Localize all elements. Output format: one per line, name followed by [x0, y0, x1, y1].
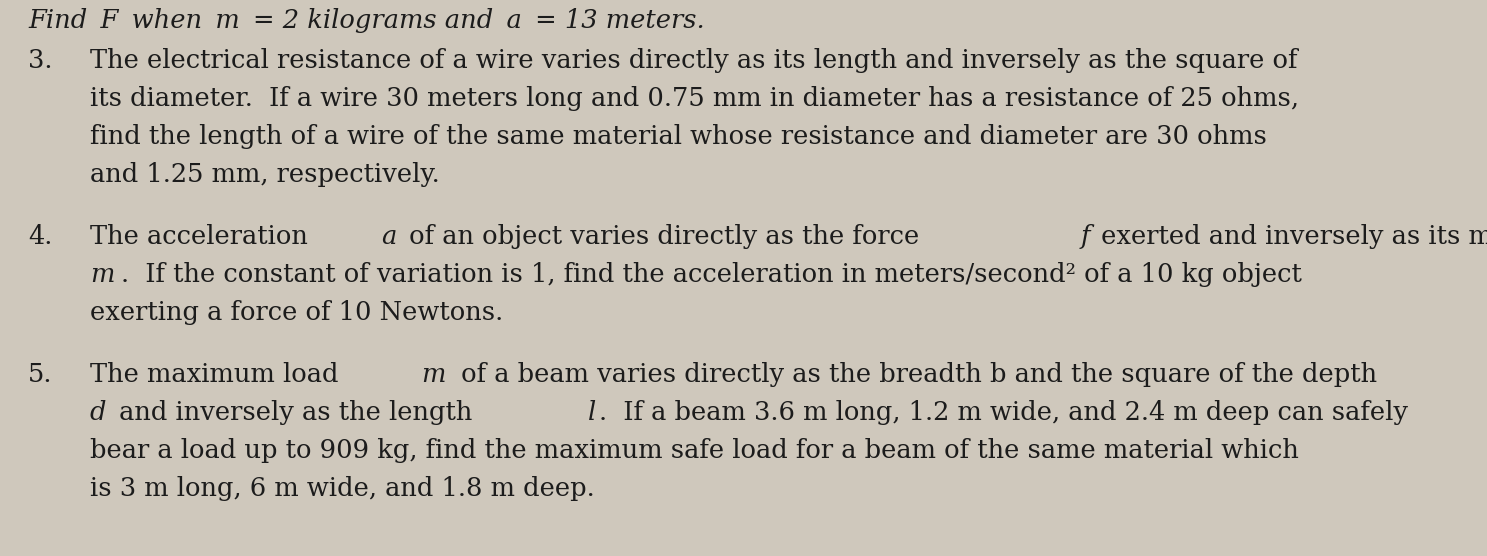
Text: .  If the constant of variation is 1, find the acceleration in meters/second² of: . If the constant of variation is 1, fin… — [122, 262, 1303, 287]
Text: m: m — [421, 362, 446, 387]
Text: 4.: 4. — [28, 224, 52, 249]
Text: exerting a force of 10 Newtons.: exerting a force of 10 Newtons. — [91, 300, 503, 325]
Text: a: a — [382, 224, 397, 249]
Text: d: d — [91, 400, 107, 425]
Text: of an object varies directly as the force: of an object varies directly as the forc… — [401, 224, 928, 249]
Text: .  If a beam 3.6 m long, 1.2 m wide, and 2.4 m deep can safely: . If a beam 3.6 m long, 1.2 m wide, and … — [599, 400, 1408, 425]
Text: and inversely as the length: and inversely as the length — [112, 400, 480, 425]
Text: The electrical resistance of a wire varies directly as its length and inversely : The electrical resistance of a wire vari… — [91, 48, 1298, 73]
Text: bear a load up to 909 kg, find the maximum safe load for a beam of the same mate: bear a load up to 909 kg, find the maxim… — [91, 438, 1298, 463]
Text: is 3 m long, 6 m wide, and 1.8 m deep.: is 3 m long, 6 m wide, and 1.8 m deep. — [91, 476, 595, 501]
Text: m: m — [91, 262, 114, 287]
Text: find the length of a wire of the same material whose resistance and diameter are: find the length of a wire of the same ma… — [91, 124, 1267, 149]
Text: and 1.25 mm, respectively.: and 1.25 mm, respectively. — [91, 162, 440, 187]
Text: l: l — [587, 400, 596, 425]
Text: exerted and inversely as its mass: exerted and inversely as its mass — [1093, 224, 1487, 249]
Text: Find  F  when  m  = 2 kilograms and  a  = 13 meters.: Find F when m = 2 kilograms and a = 13 m… — [28, 8, 705, 33]
Text: its diameter.  If a wire 30 meters long and 0.75 mm in diameter has a resistance: its diameter. If a wire 30 meters long a… — [91, 86, 1300, 111]
Text: 3.: 3. — [28, 48, 52, 73]
Text: 5.: 5. — [28, 362, 52, 387]
Text: The maximum load: The maximum load — [91, 362, 346, 387]
Text: of a beam varies directly as the breadth b and the square of the depth: of a beam varies directly as the breadth… — [452, 362, 1377, 387]
Text: f: f — [1081, 224, 1090, 249]
Text: The acceleration: The acceleration — [91, 224, 317, 249]
